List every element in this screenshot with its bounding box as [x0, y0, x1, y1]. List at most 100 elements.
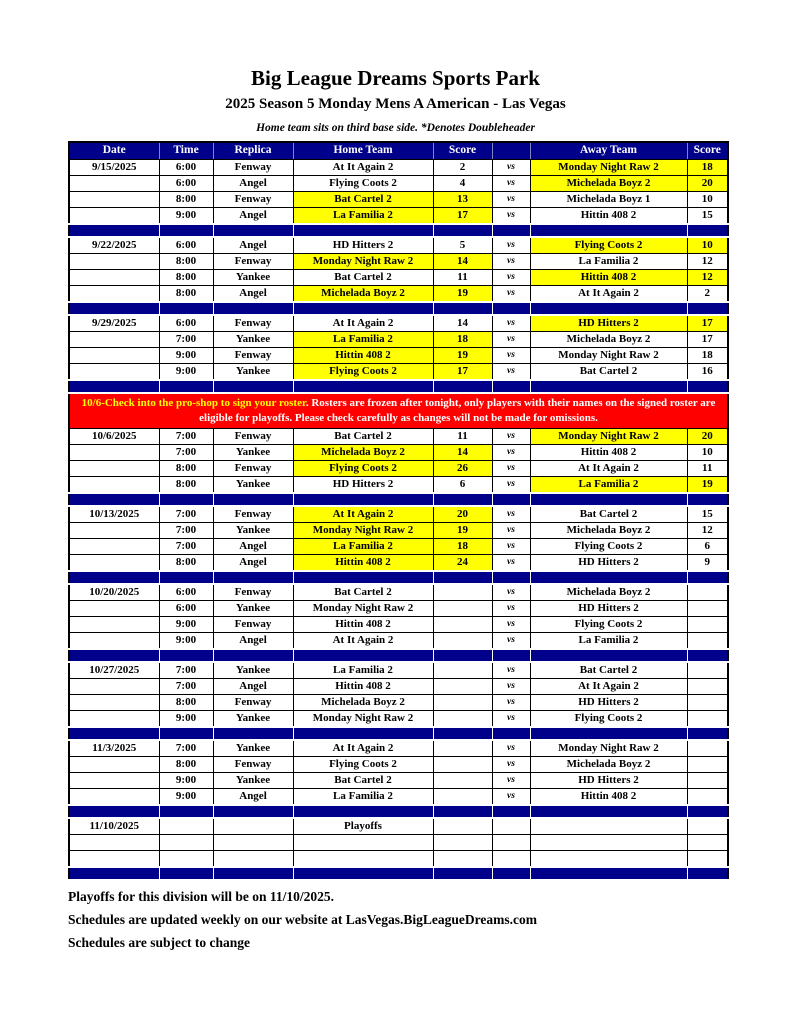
- separator-cell: [212, 647, 294, 663]
- replica-cell: Yankee: [212, 443, 294, 461]
- separator-cell: [68, 223, 160, 238]
- time-cell: 8:00: [158, 253, 214, 270]
- date-cell: [68, 677, 160, 695]
- away-score-cell: [686, 599, 729, 617]
- date-cell: [68, 755, 160, 773]
- home-team-cell: At It Again 2: [292, 505, 434, 523]
- separator-cell: [158, 803, 214, 819]
- home-score-cell: 14: [432, 443, 493, 461]
- replica-cell: Angel: [212, 677, 294, 695]
- away-team-cell: Michelada Boyz 2: [529, 175, 688, 192]
- banner-rest-text: . Rosters are frozen after tonight, only…: [199, 397, 716, 424]
- separator-cell: [68, 379, 160, 394]
- separator-cell: [212, 865, 294, 881]
- away-team-cell: HD Hitters 2: [529, 771, 688, 789]
- vs-cell: vs: [491, 427, 531, 445]
- date-cell: [68, 631, 160, 650]
- replica-cell: Yankee: [212, 771, 294, 789]
- playoffs-label-cell: Playoffs: [292, 817, 434, 835]
- separator-cell: [68, 865, 160, 881]
- schedule-table: Date Time Replica Home Team Score Away T…: [68, 141, 729, 881]
- vs-cell: vs: [491, 269, 531, 286]
- time-cell: 7:00: [158, 537, 214, 555]
- away-score-cell: [686, 817, 729, 835]
- schedule-row: 7:00 Angel Hittin 408 2 vs At It Again 2: [68, 677, 729, 695]
- home-team-cell: Michelada Boyz 2: [292, 693, 434, 711]
- replica-cell: Yankee: [212, 331, 294, 348]
- time-cell: 6:00: [158, 236, 214, 254]
- away-score-cell: [686, 631, 729, 650]
- time-cell: 8:00: [158, 755, 214, 773]
- replica-cell: Yankee: [212, 521, 294, 539]
- home-team-cell: At It Again 2: [292, 159, 434, 176]
- time-cell: 7:00: [158, 661, 214, 679]
- away-score-cell: 17: [686, 314, 729, 332]
- separator-cell: [292, 223, 434, 238]
- date-cell: [68, 253, 160, 270]
- date-cell: [68, 331, 160, 348]
- separator-cell: [491, 865, 531, 881]
- vs-cell: vs: [491, 331, 531, 348]
- date-cell: 9/29/2025: [68, 314, 160, 332]
- time-cell: 8:00: [158, 475, 214, 494]
- date-cell: [68, 191, 160, 208]
- separator-row: [68, 803, 729, 819]
- column-header-date: Date: [68, 141, 160, 160]
- separator-cell: [686, 647, 729, 663]
- replica-cell: Yankee: [212, 475, 294, 494]
- replica-cell: [212, 849, 294, 868]
- away-score-cell: 16: [686, 363, 729, 381]
- schedule-row: 8:00 Fenway Bat Cartel 2 13 vs Michelada Boyz…: [68, 191, 729, 208]
- away-score-cell: [686, 583, 729, 601]
- separator-cell: [292, 301, 434, 316]
- separator-row: [68, 223, 729, 238]
- home-team-cell: La Familia 2: [292, 537, 434, 555]
- separator-cell: [292, 865, 434, 881]
- home-team-cell: Bat Cartel 2: [292, 771, 434, 789]
- separator-cell: [686, 865, 729, 881]
- separator-row: [68, 865, 729, 881]
- replica-cell: [212, 817, 294, 835]
- separator-cell: [68, 725, 160, 741]
- replica-cell: Angel: [212, 207, 294, 225]
- away-score-cell: 18: [686, 159, 729, 176]
- time-cell: 8:00: [158, 269, 214, 286]
- replica-cell: Angel: [212, 787, 294, 806]
- away-score-cell: 10: [686, 191, 729, 208]
- time-cell: 6:00: [158, 599, 214, 617]
- separator-cell: [432, 379, 493, 394]
- time-cell: 9:00: [158, 631, 214, 650]
- home-team-cell: Michelada Boyz 2: [292, 443, 434, 461]
- separator-row: [68, 301, 729, 316]
- replica-cell: Fenway: [212, 253, 294, 270]
- replica-cell: Angel: [212, 537, 294, 555]
- home-score-cell: 24: [432, 553, 493, 572]
- away-score-cell: 20: [686, 427, 729, 445]
- date-cell: [68, 771, 160, 789]
- separator-cell: [529, 725, 688, 741]
- time-cell: 7:00: [158, 739, 214, 757]
- separator-cell: [212, 223, 294, 238]
- away-team-cell: Bat Cartel 2: [529, 661, 688, 679]
- date-cell: [68, 269, 160, 286]
- away-team-cell: Michelada Boyz 2: [529, 331, 688, 348]
- home-score-cell: 11: [432, 427, 493, 445]
- away-team-cell: Monday Night Raw 2: [529, 739, 688, 757]
- away-team-cell: La Familia 2: [529, 253, 688, 270]
- date-cell: [68, 175, 160, 192]
- time-cell: 9:00: [158, 787, 214, 806]
- schedule-row: 8:00 Fenway Flying Coots 2 vs Michelada Boyz…: [68, 755, 729, 773]
- schedule-row: 7:00 Yankee La Familia 2 18 vs Michelada Boyz…: [68, 331, 729, 348]
- away-score-cell: 10: [686, 443, 729, 461]
- separator-cell: [212, 569, 294, 585]
- home-team-cell: La Familia 2: [292, 207, 434, 225]
- schedule-row: 6:00 Yankee Monday Night Raw 2 vs HD Hitters…: [68, 599, 729, 617]
- replica-cell: Angel: [212, 553, 294, 572]
- separator-cell: [292, 803, 434, 819]
- separator-cell: [68, 803, 160, 819]
- away-team-cell: [529, 817, 688, 835]
- date-cell: [68, 285, 160, 303]
- date-cell: [68, 207, 160, 225]
- home-score-cell: 4: [432, 175, 493, 192]
- separator-cell: [529, 223, 688, 238]
